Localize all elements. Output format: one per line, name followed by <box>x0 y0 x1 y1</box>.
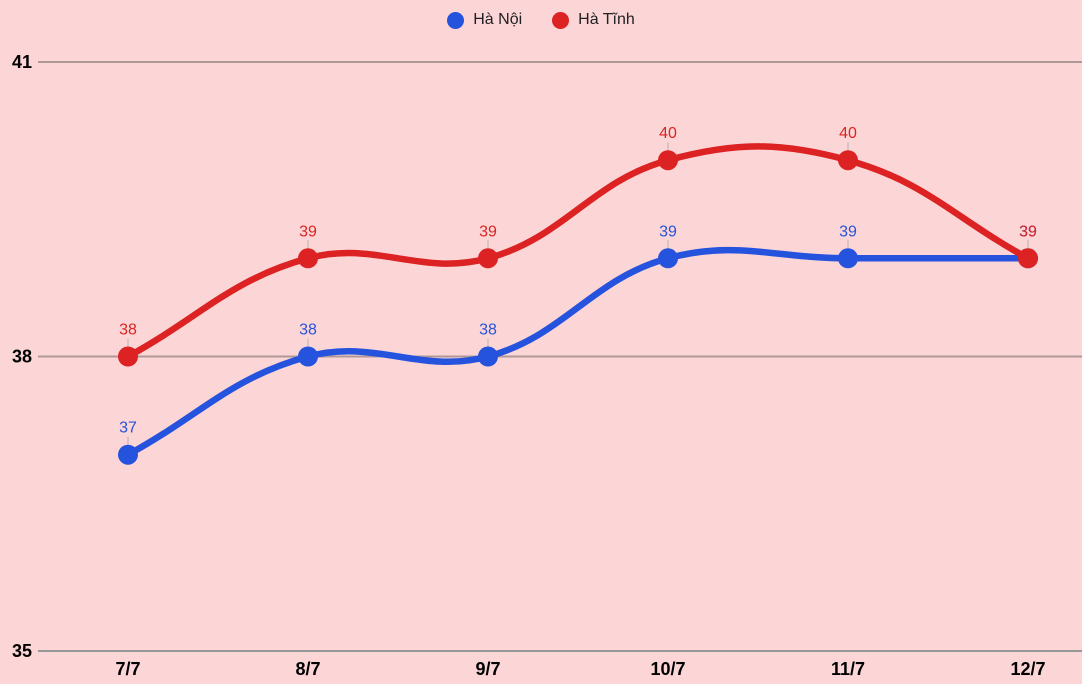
y-axis-tick-label: 41 <box>12 52 32 72</box>
series-line-ha-noi <box>124 246 1032 458</box>
point-value-label: 39 <box>659 223 677 240</box>
point-value-label: 39 <box>299 223 317 240</box>
x-axis-tick-label: 11/7 <box>831 659 865 679</box>
point-value-label: 39 <box>479 223 497 240</box>
y-axis-tick-label: 35 <box>12 641 32 661</box>
point-value-label: 38 <box>299 322 317 339</box>
series-line-ha-tinh <box>124 143 1032 360</box>
data-point-ha-noi[interactable] <box>298 346 318 367</box>
data-point-ha-tinh[interactable] <box>478 248 498 269</box>
point-value-label: 38 <box>119 322 137 339</box>
legend-item-ha-noi[interactable]: Hà Nội <box>447 10 522 30</box>
x-axis-tick-label: 9/7 <box>475 659 500 679</box>
point-value-label: 37 <box>119 420 137 437</box>
data-point-ha-noi[interactable] <box>658 248 678 269</box>
legend-label-ha-tinh: Hà Tĩnh <box>578 11 635 28</box>
data-point-ha-noi[interactable] <box>478 346 498 367</box>
x-axis-tick-label: 10/7 <box>650 659 685 679</box>
data-point-ha-tinh[interactable] <box>298 248 318 269</box>
x-axis-tick-label: 7/7 <box>115 659 140 679</box>
data-point-ha-tinh[interactable] <box>838 150 858 171</box>
chart-legend: Hà Nội Hà Tĩnh <box>0 10 1082 30</box>
legend-item-ha-tinh[interactable]: Hà Tĩnh <box>552 10 635 30</box>
point-value-label: 39 <box>1019 223 1037 240</box>
y-axis-tick-label: 38 <box>12 347 32 367</box>
data-point-ha-noi[interactable] <box>838 248 858 269</box>
point-value-label: 38 <box>479 322 497 339</box>
data-point-ha-tinh[interactable] <box>118 346 138 367</box>
data-point-ha-tinh[interactable] <box>658 150 678 171</box>
data-point-ha-tinh[interactable] <box>1018 248 1038 269</box>
point-value-label: 40 <box>659 125 677 142</box>
point-value-label: 40 <box>839 125 857 142</box>
x-axis-tick-label: 12/7 <box>1010 659 1045 679</box>
x-axis-tick-label: 8/7 <box>295 659 320 679</box>
point-value-label: 39 <box>839 223 857 240</box>
data-point-ha-noi[interactable] <box>118 444 138 465</box>
legend-dot-ha-noi-icon <box>447 11 465 29</box>
legend-label-ha-noi: Hà Nội <box>473 11 523 28</box>
point-value-label: 39 <box>1019 223 1037 240</box>
legend-dot-ha-tinh-icon <box>552 11 570 29</box>
